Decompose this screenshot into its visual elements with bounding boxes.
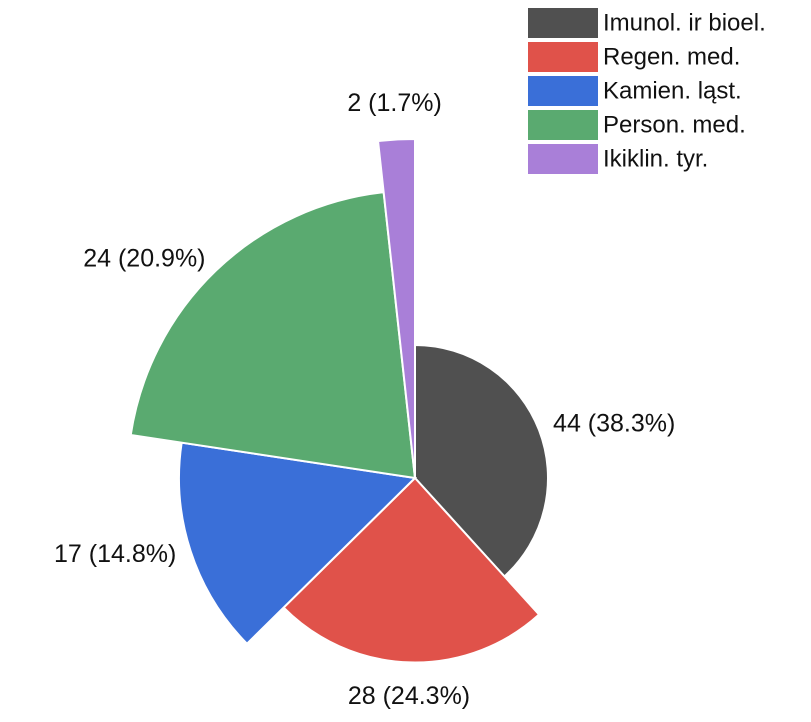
data-label: 28 (24.3%)	[348, 682, 470, 710]
legend-label: Ikiklin. tyr.	[603, 145, 708, 172]
data-label: 2 (1.7%)	[347, 89, 441, 117]
pie-slice	[178, 441, 418, 646]
legend-label: Person. med.	[603, 111, 746, 138]
legend-label: Imunol. ir bioel.	[603, 9, 766, 36]
legend-swatch	[528, 42, 598, 72]
legend-swatch	[528, 144, 598, 174]
data-label: 44 (38.3%)	[553, 409, 675, 437]
legend-label: Regen. med.	[603, 43, 740, 70]
data-label: 24 (20.9%)	[83, 244, 205, 272]
pie-slice	[414, 343, 549, 578]
pie-slice	[376, 137, 416, 479]
pie-slice	[282, 476, 541, 664]
pie-slice	[129, 191, 417, 480]
legend-swatch	[528, 8, 598, 38]
legend-label: Kamien. ląst.	[603, 77, 742, 104]
legend-swatch	[528, 110, 598, 140]
data-label: 17 (14.8%)	[54, 540, 176, 568]
legend-swatch	[528, 76, 598, 106]
